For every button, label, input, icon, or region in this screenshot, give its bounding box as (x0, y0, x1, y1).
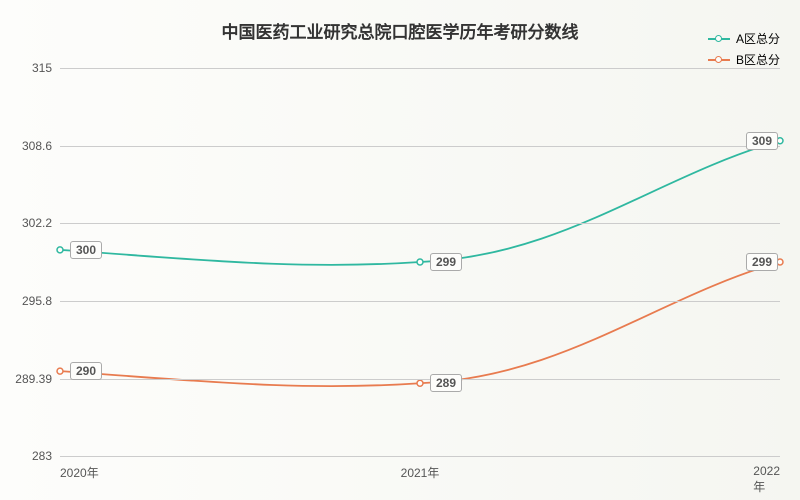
y-tick-label: 295.8 (22, 294, 52, 308)
x-tick-label: 2021年 (401, 464, 440, 481)
x-tick-label: 2020年 (60, 464, 99, 481)
y-tick-label: 308.6 (22, 139, 52, 153)
gridline (60, 301, 780, 302)
data-label: 290 (70, 362, 102, 380)
y-tick-label: 289.39 (15, 372, 52, 386)
data-marker (57, 247, 63, 253)
chart-title: 中国医药工业研究总院口腔医学历年考研分数线 (222, 18, 579, 43)
gridline (60, 223, 780, 224)
x-tick-label: 2022年 (753, 464, 780, 495)
legend-label-b: B区总分 (736, 51, 780, 68)
data-label: 299 (430, 253, 462, 271)
data-label: 309 (746, 132, 778, 150)
series-line (60, 141, 780, 265)
y-tick-label: 315 (32, 61, 52, 75)
legend-swatch-a (708, 38, 730, 40)
data-label: 299 (746, 253, 778, 271)
y-tick-label: 283 (32, 449, 52, 463)
y-tick-label: 302.2 (22, 216, 52, 230)
legend-item-a: A区总分 (708, 30, 780, 47)
chart-svg (60, 68, 780, 456)
data-label: 300 (70, 241, 102, 259)
legend: A区总分 B区总分 (708, 30, 780, 72)
series-line (60, 262, 780, 386)
chart-container: 中国医药工业研究总院口腔医学历年考研分数线 A区总分 B区总分 283289.3… (0, 0, 800, 500)
data-marker (417, 380, 423, 386)
gridline (60, 146, 780, 147)
plot-area: 283289.39295.8302.2308.63152020年2021年202… (60, 68, 780, 456)
gridline (60, 379, 780, 380)
legend-item-b: B区总分 (708, 51, 780, 68)
data-marker (417, 259, 423, 265)
data-marker (57, 368, 63, 374)
legend-swatch-b (708, 59, 730, 61)
data-label: 289 (430, 374, 462, 392)
gridline (60, 68, 780, 69)
gridline (60, 456, 780, 457)
legend-label-a: A区总分 (736, 30, 780, 47)
